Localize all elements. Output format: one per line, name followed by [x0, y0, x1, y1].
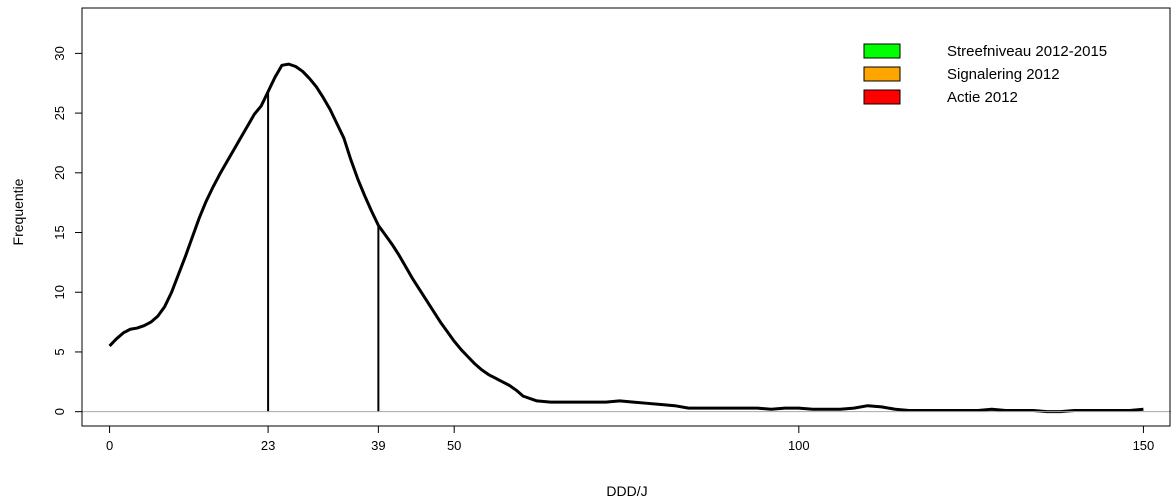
y-tick-label: 25 — [52, 106, 67, 120]
legend-swatch — [863, 89, 901, 105]
y-tick-label: 30 — [52, 46, 67, 60]
y-tick-label: 5 — [52, 348, 67, 355]
x-tick-label: 23 — [261, 438, 275, 453]
legend-swatch — [863, 66, 901, 82]
y-tick-label: 20 — [52, 166, 67, 180]
x-axis-title: DDD/J — [606, 483, 647, 499]
y-tick-label: 15 — [52, 225, 67, 239]
region-dividers-layer — [267, 91, 380, 412]
x-tick-label: 100 — [788, 438, 810, 453]
y-tick-label: 10 — [52, 285, 67, 299]
plot-frame — [81, 7, 1171, 427]
x-tick-label: 50 — [447, 438, 461, 453]
axes-layer: 0 23 39 50 100 150 0 5 10 15 20 25 30 — [52, 7, 1171, 453]
y-axis-title: Frequentie — [10, 178, 26, 245]
legend-label: Actie 2012 — [947, 89, 1018, 106]
x-tick-label: 0 — [106, 438, 113, 453]
y-tick-label: 0 — [52, 408, 67, 415]
density-curve-layer — [108, 62, 1144, 414]
legend: Streefniveau 2012-2015 Signalering 2012 Ac… — [863, 43, 1107, 106]
legend-swatch — [863, 43, 901, 59]
legend-label: Streefniveau 2012-2015 — [947, 43, 1107, 60]
density-curve — [108, 62, 1144, 414]
legend-label: Signalering 2012 — [947, 66, 1060, 83]
x-tick-label: 39 — [371, 438, 385, 453]
x-tick-label: 150 — [1133, 438, 1155, 453]
